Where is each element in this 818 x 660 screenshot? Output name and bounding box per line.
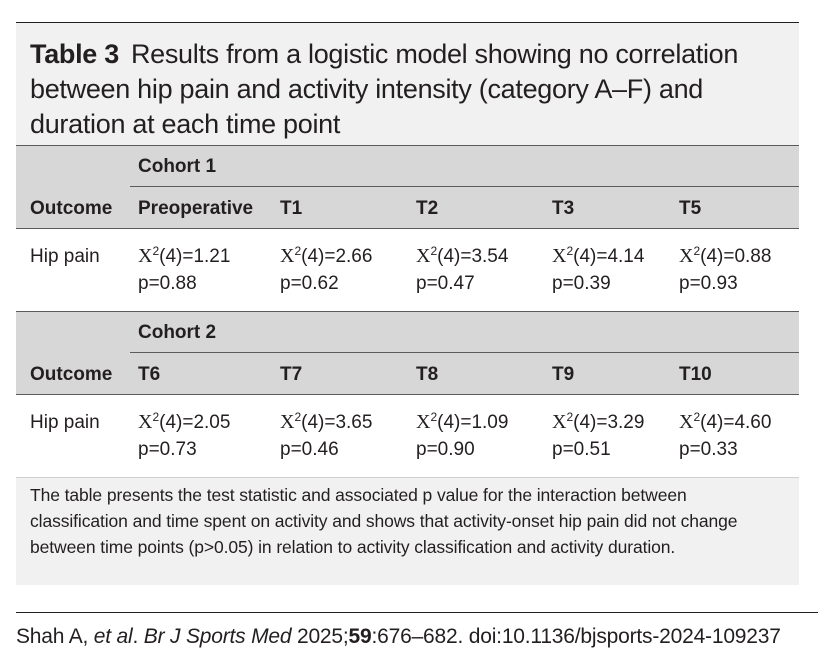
outcome-header: Outcome [30,364,113,385]
cohort-2-title: Cohort 2 [138,322,217,343]
table-footnote: The table presents the test statistic an… [16,477,799,585]
col-header: T6 [138,364,161,385]
table-panel: Table 3 Results from a logistic model sho… [16,23,799,585]
col-header: T9 [552,364,575,385]
cohort-1-header: Cohort 1 Outcome Preoperative T1 T2 T3 T… [16,145,799,229]
col-header: T8 [416,364,439,385]
stat-cell: X2(4)=4.14 p=0.39 [552,244,645,294]
stat-cell: X2(4)=3.29 p=0.51 [552,410,645,460]
citation: Shah A, et al. Br J Sports Med 2025;59:6… [16,625,781,648]
table-row: Hip pain X2(4)=2.05 p=0.73 X2(4)=3.65 p=0.… [16,395,799,477]
stat-cell: X2(4)=4.60 p=0.33 [679,410,772,460]
row-label: Hip pain [30,412,100,433]
table-caption: Table 3 Results from a logistic model sho… [16,23,799,145]
stat-cell: X2(4)=3.54 p=0.47 [416,244,509,294]
stat-cell: X2(4)=1.09 p=0.90 [416,410,509,460]
table-label: Table 3 [30,39,119,69]
table-title: Results from a logistic model showing no… [30,39,739,139]
col-header: T7 [280,364,303,385]
col-header: T3 [552,198,575,219]
header-divider [130,352,799,353]
cohort-2-header: Cohort 2 Outcome T6 T7 T8 T9 T10 [16,311,799,395]
col-header: T5 [679,198,702,219]
outcome-header: Outcome [30,198,113,219]
bottom-rule [16,612,818,613]
stat-cell: X2(4)=1.21 p=0.88 [138,244,231,294]
top-rule [16,22,799,23]
stat-cell: X2(4)=0.88 p=0.93 [679,244,772,294]
col-header: T2 [416,198,439,219]
cohort-1-title: Cohort 1 [138,156,217,177]
stat-cell: X2(4)=2.05 p=0.73 [138,410,231,460]
stat-cell: X2(4)=3.65 p=0.46 [280,410,373,460]
header-divider [130,186,799,187]
col-header: T1 [280,198,303,219]
col-header: T10 [679,364,712,385]
table-row: Hip pain X2(4)=1.21 p=0.88 X2(4)=2.66 p=0.… [16,229,799,311]
row-label: Hip pain [30,246,100,267]
stat-cell: X2(4)=2.66 p=0.62 [280,244,373,294]
col-header: Preoperative [138,198,254,219]
